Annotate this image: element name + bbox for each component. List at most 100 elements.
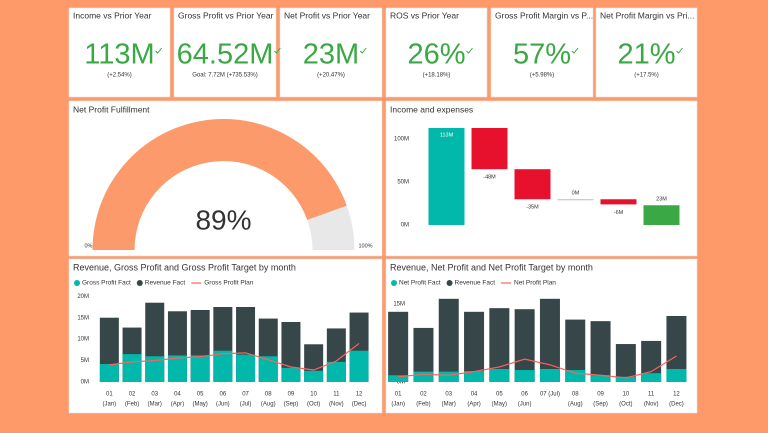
gauge-max: 100% <box>359 243 373 249</box>
x-tick-label: 06 <box>521 392 528 398</box>
bar <box>565 319 586 382</box>
bar <box>514 309 535 382</box>
y-tick-label: 0M <box>397 380 405 386</box>
kpi-detail: (+20.47%) <box>317 73 345 79</box>
x-tick-label: (Apr) <box>467 402 480 408</box>
waterfall-bar <box>643 205 680 225</box>
legend-label: Gross Profit Fact <box>82 280 131 287</box>
legend-label: Gross Profit Plan <box>204 280 254 287</box>
bar <box>666 315 687 382</box>
gauge-min: 0% <box>85 243 93 249</box>
x-tick-label: 11 <box>648 392 655 398</box>
x-tick-label: 07 <box>242 392 249 398</box>
x-tick-label: (Nov) <box>644 402 659 408</box>
bar <box>281 367 301 382</box>
bar <box>213 350 233 382</box>
gauge-label: 89% <box>195 204 251 235</box>
value-label: 113M <box>440 132 454 138</box>
x-tick-label: 04 <box>174 392 181 398</box>
chart-title: Net Profit Fulfillment <box>73 104 150 114</box>
kpi-detail: Goal: 7.72M (+735.53%) <box>192 73 258 79</box>
bar <box>99 364 119 382</box>
x-tick-label: (Sep) <box>593 402 608 408</box>
x-tick-label: (Aug) <box>261 402 276 408</box>
kpi-title: Net Profit vs Prior Year <box>284 10 370 20</box>
x-tick-label: (Feb) <box>416 402 430 408</box>
waterfall-bar <box>428 128 465 225</box>
x-tick-label: (Apr) <box>171 402 184 408</box>
y-tick-label: 0M <box>81 380 89 386</box>
bar <box>539 369 560 382</box>
check-icon <box>571 47 579 54</box>
x-tick-label: 05 <box>496 392 503 398</box>
x-tick-label: (Dec) <box>352 402 367 408</box>
kpi-title: Income vs Prior Year <box>73 10 152 20</box>
bar <box>438 371 459 382</box>
card <box>68 7 171 98</box>
card <box>385 7 488 98</box>
x-tick-label: 06 <box>220 392 227 398</box>
x-tick-label: (Mar) <box>148 402 162 408</box>
bar <box>489 369 510 382</box>
x-tick-label: (May) <box>492 402 507 408</box>
legend-marker <box>74 280 80 286</box>
x-tick-label: 11 <box>333 392 340 398</box>
x-tick-label: 09 <box>597 392 604 398</box>
chart-title: Revenue, Gross Profit and Gross Profit T… <box>73 262 296 272</box>
bar <box>167 355 187 382</box>
x-tick-label: (Sep) <box>284 402 299 408</box>
kpi-value: 64.52M <box>177 39 274 71</box>
x-tick-label: 08 <box>265 392 272 398</box>
bar <box>590 375 611 382</box>
x-tick-label: (Oct) <box>307 402 320 408</box>
bar <box>190 355 210 382</box>
x-tick-label: 02 <box>129 392 136 398</box>
x-tick-label: (Nov) <box>329 402 344 408</box>
card <box>490 7 594 98</box>
chart-title: Income and expenses <box>390 104 473 114</box>
x-tick-label: 07 (Jul) <box>540 392 560 398</box>
value-label: -48M <box>483 175 496 181</box>
x-tick-label: (Dec) <box>669 402 684 408</box>
gauge-value <box>92 119 347 251</box>
x-tick-label: (Jan) <box>103 402 117 408</box>
legend-label: Revenue Fact <box>145 280 186 287</box>
waterfall-bar <box>600 199 637 205</box>
x-tick-label: (Jan) <box>391 402 405 408</box>
x-tick-label: (Mar) <box>442 402 456 408</box>
x-tick-label: (Oct) <box>619 402 632 408</box>
y-tick-label: 20M <box>77 294 89 300</box>
y-tick-label: 100M <box>394 137 409 143</box>
bar <box>388 311 409 382</box>
kpi-detail: (+2.54%) <box>107 73 132 79</box>
check-icon <box>359 47 367 54</box>
legend-marker <box>446 280 453 286</box>
y-tick-label: 10M <box>77 337 89 343</box>
bar <box>258 356 278 382</box>
bar <box>615 376 636 382</box>
x-tick-label: 12 <box>356 392 363 398</box>
kpi-value: 26% <box>407 39 465 71</box>
bar <box>281 322 301 382</box>
waterfall-bar <box>514 169 551 200</box>
x-tick-label: 04 <box>471 392 478 398</box>
bar <box>641 373 662 382</box>
y-tick-label: 0M <box>401 223 409 229</box>
kpi-title: Gross Profit vs Prior Year <box>178 10 274 20</box>
bar <box>145 356 165 382</box>
waterfall-bar <box>557 199 594 201</box>
y-tick-label: 15M <box>77 315 89 321</box>
x-tick-label: 03 <box>151 392 158 398</box>
value-label: 0M <box>572 191 580 197</box>
x-tick-label: 05 <box>197 392 204 398</box>
kpi-title: ROS vs Prior Year <box>390 10 459 20</box>
chart-title: Revenue, Net Profit and Net Profit Targe… <box>390 262 593 272</box>
kpi-title: Gross Profit Margin vs P... <box>495 10 593 20</box>
x-tick-label: (Aug) <box>568 402 583 408</box>
bar <box>565 370 586 382</box>
bar <box>464 311 485 382</box>
y-tick-label: 15M <box>393 302 405 308</box>
legend-label: Net Profit Plan <box>514 280 556 287</box>
legend-label: Net Profit Fact <box>399 280 441 287</box>
